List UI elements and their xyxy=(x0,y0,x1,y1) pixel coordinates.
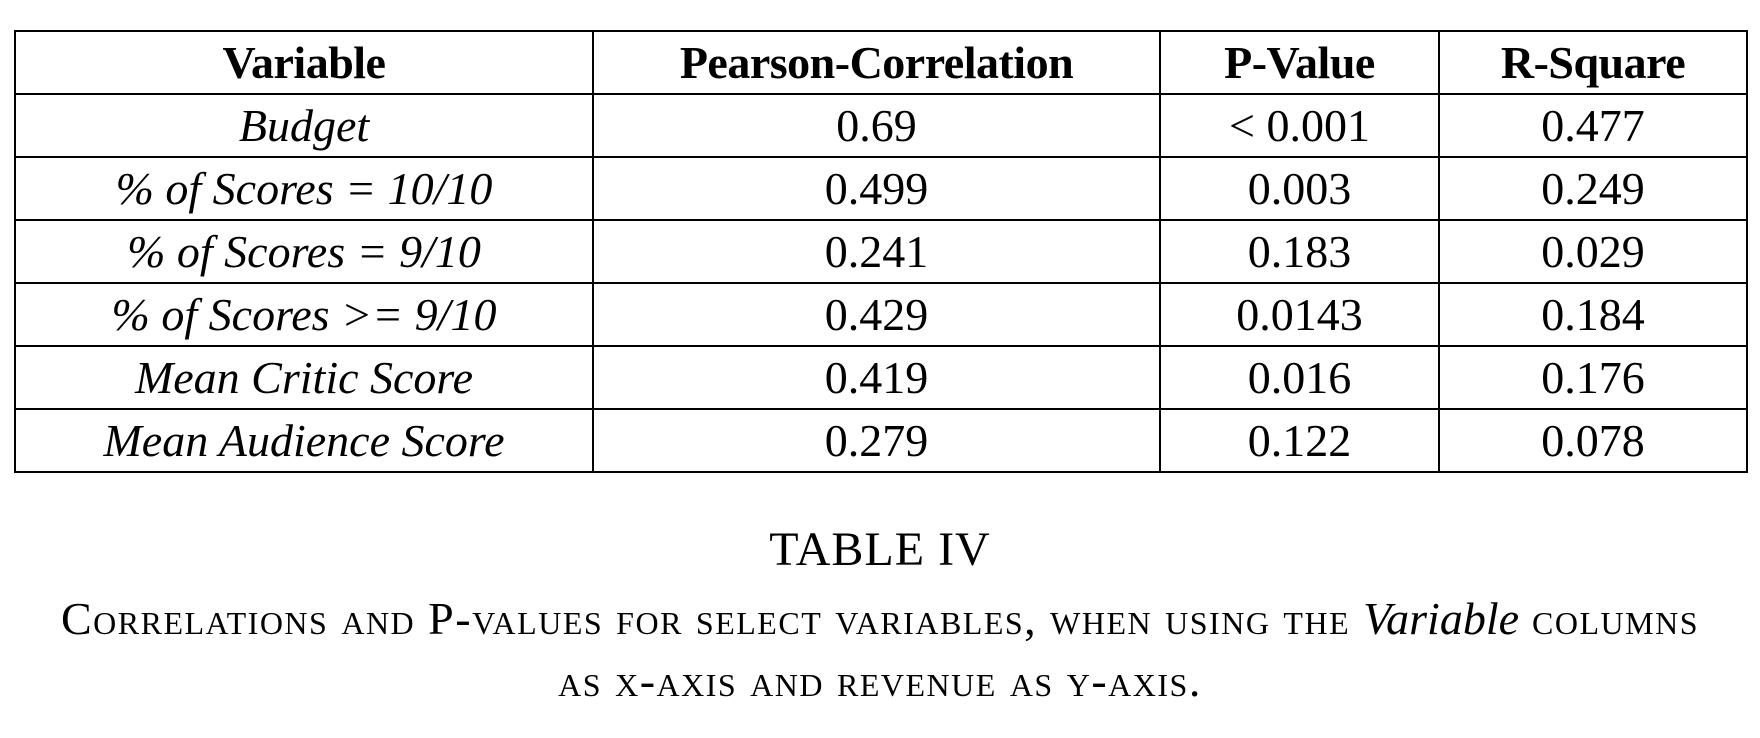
caption-label: TABLE IV xyxy=(769,523,991,576)
cell-variable: % of Scores = 10/10 xyxy=(14,156,594,221)
cell-r-square: 0.029 xyxy=(1438,219,1748,284)
cell-p-value: 0.016 xyxy=(1159,345,1440,410)
cell-variable: % of Scores = 9/10 xyxy=(14,219,594,284)
caption-text-after: columns as x-axis and revenue as y-axis. xyxy=(558,593,1699,706)
cell-pearson: 0.419 xyxy=(592,345,1161,410)
table-row: % of Scores = 10/10 0.499 0.003 0.249 xyxy=(14,156,1748,221)
cell-variable: Budget xyxy=(14,93,594,158)
cell-p-value: 0.183 xyxy=(1159,219,1440,284)
caption-text-before: Correlations and P-values for select var… xyxy=(60,593,1364,644)
table-row: Mean Critic Score 0.419 0.016 0.176 xyxy=(14,345,1748,410)
cell-r-square: 0.477 xyxy=(1438,93,1748,158)
table-row: Budget 0.69 < 0.001 0.477 xyxy=(14,93,1748,158)
table-container: Variable Pearson-Correlation P-Value R-S… xyxy=(14,30,1748,473)
table-header-row: Variable Pearson-Correlation P-Value R-S… xyxy=(14,30,1748,95)
header-variable: Variable xyxy=(14,30,594,95)
caption-text-emphasis: Variable xyxy=(1363,593,1520,644)
cell-variable: % of Scores >= 9/10 xyxy=(14,282,594,347)
header-pearson-correlation: Pearson-Correlation xyxy=(592,30,1161,95)
cell-pearson: 0.69 xyxy=(592,93,1161,158)
table-row: % of Scores >= 9/10 0.429 0.0143 0.184 xyxy=(14,282,1748,347)
correlation-table: Variable Pearson-Correlation P-Value R-S… xyxy=(14,30,1748,473)
cell-r-square: 0.249 xyxy=(1438,156,1748,221)
caption-text: Correlations and P-values for select var… xyxy=(0,588,1760,712)
cell-variable: Mean Audience Score xyxy=(14,408,594,473)
table-row: Mean Audience Score 0.279 0.122 0.078 xyxy=(14,408,1748,473)
cell-r-square: 0.184 xyxy=(1438,282,1748,347)
header-r-square: R-Square xyxy=(1438,30,1748,95)
cell-r-square: 0.078 xyxy=(1438,408,1748,473)
table-row: % of Scores = 9/10 0.241 0.183 0.029 xyxy=(14,219,1748,284)
cell-pearson: 0.429 xyxy=(592,282,1161,347)
table-caption: TABLE IV Correlations and P-values for s… xyxy=(0,526,1760,712)
cell-p-value: 0.0143 xyxy=(1159,282,1440,347)
cell-pearson: 0.279 xyxy=(592,408,1161,473)
header-p-value: P-Value xyxy=(1159,30,1440,95)
cell-p-value: 0.003 xyxy=(1159,156,1440,221)
cell-r-square: 0.176 xyxy=(1438,345,1748,410)
cell-pearson: 0.241 xyxy=(592,219,1161,284)
cell-p-value: 0.122 xyxy=(1159,408,1440,473)
cell-p-value: < 0.001 xyxy=(1159,93,1440,158)
cell-pearson: 0.499 xyxy=(592,156,1161,221)
cell-variable: Mean Critic Score xyxy=(14,345,594,410)
